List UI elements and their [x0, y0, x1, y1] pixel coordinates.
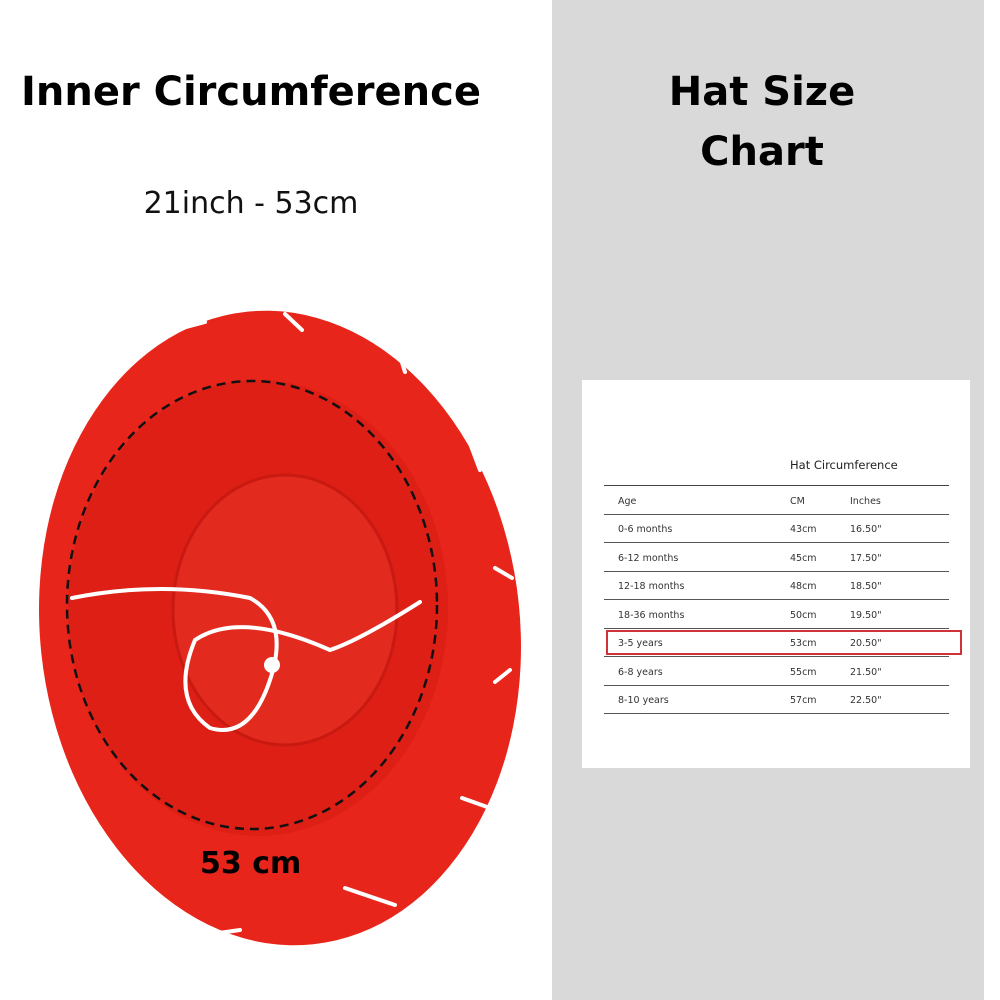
table-row: 18-36 months 50cm 19.50": [604, 600, 949, 629]
left-subtitle: 21inch - 53cm: [143, 186, 359, 221]
table-header: Age CM Inches: [604, 485, 949, 515]
table-row: 0-6 months 43cm 16.50": [604, 514, 949, 543]
table-caption: Hat Circumference: [790, 458, 898, 472]
measurement-label: 53 cm: [200, 846, 302, 881]
inches-cell: 22.50": [850, 695, 882, 706]
size-chart-card: Hat Circumference Age CM Inches 0-6 mont…: [582, 380, 970, 768]
age-cell: 3-5 years: [618, 638, 663, 649]
age-cell: 6-12 months: [618, 552, 679, 564]
column-header-inches: Inches: [850, 496, 881, 507]
hat-size-chart-title: Hat Size Chart: [668, 69, 856, 175]
age-cell: 8-10 years: [618, 695, 669, 706]
red-cowboy-hat-image: [39, 310, 521, 946]
cm-cell: 53cm: [790, 638, 817, 649]
inches-cell: 21.50": [850, 666, 882, 678]
table-row: 12-18 months 48cm 18.50": [604, 571, 949, 600]
cm-cell: 50cm: [790, 609, 817, 621]
inches-cell: 19.50": [850, 609, 882, 621]
column-header-age: Age: [618, 496, 637, 507]
table-row: 3-5 years 53cm 20.50": [604, 628, 949, 657]
table-row: 6-8 years 55cm 21.50": [604, 657, 949, 686]
left-panel: Inner Circumference 21inch - 53cm 53 cm: [21, 69, 521, 946]
cm-cell: 43cm: [790, 524, 817, 535]
cm-cell: 57cm: [790, 695, 817, 706]
table-row: 8-10 years 57cm 22.50": [604, 685, 949, 714]
cm-cell: 48cm: [790, 581, 817, 592]
age-cell: 0-6 months: [618, 524, 673, 535]
table-row: 6-12 months 45cm 17.50": [604, 543, 949, 572]
left-title: Inner Circumference: [21, 69, 481, 115]
age-cell: 18-36 months: [618, 609, 685, 621]
right-title: Hat Size Chart: [552, 62, 972, 182]
cm-cell: 45cm: [790, 552, 817, 564]
inches-cell: 20.50": [850, 638, 882, 649]
inches-cell: 16.50": [850, 524, 882, 535]
age-cell: 6-8 years: [618, 666, 663, 678]
highlighted-row-outline: [606, 630, 962, 655]
inches-cell: 17.50": [850, 552, 882, 564]
cm-cell: 55cm: [790, 666, 817, 678]
age-cell: 12-18 months: [618, 581, 685, 592]
inches-cell: 18.50": [850, 581, 882, 592]
column-header-cm: CM: [790, 496, 805, 507]
